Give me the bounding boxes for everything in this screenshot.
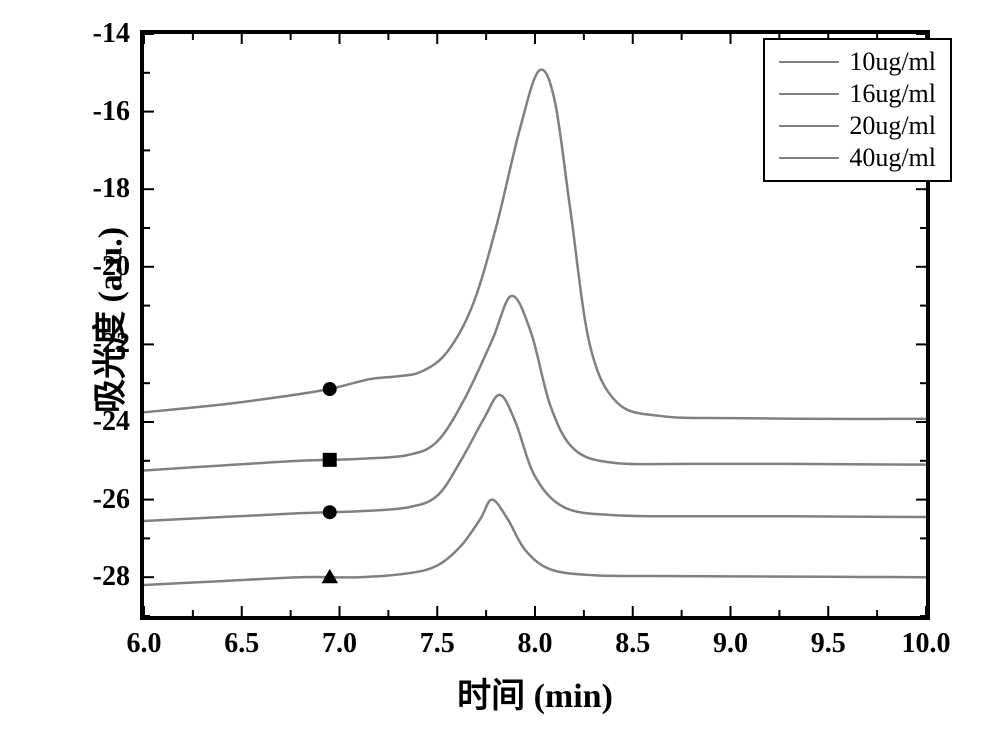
series-16ug/ml	[144, 395, 926, 521]
x-tick-label: 6.5	[224, 628, 259, 660]
y-tick-label: -22	[10, 328, 130, 360]
series-20ug/ml	[144, 296, 926, 471]
x-tick-label: 10.0	[902, 628, 951, 660]
y-tick-label: -24	[10, 406, 130, 438]
legend-label: 40ug/ml	[849, 143, 936, 173]
x-tick-label: 7.0	[322, 628, 357, 660]
x-tick-label: 8.0	[518, 628, 553, 660]
legend-line	[779, 125, 839, 127]
x-tick-label: 8.5	[615, 628, 650, 660]
chart-figure: 吸光度 (a.u.) 时间 (min) 10ug/ml16ug/ml20ug/m…	[0, 0, 1000, 731]
x-axis-label: 时间 (min)	[457, 668, 613, 717]
series-10ug/ml	[144, 500, 926, 585]
legend-label: 10ug/ml	[849, 47, 936, 77]
legend-item: 16ug/ml	[779, 78, 936, 110]
legend: 10ug/ml16ug/ml20ug/ml40ug/ml	[763, 38, 952, 182]
x-tick-label: 9.5	[811, 628, 846, 660]
y-axis-label-text: 吸光度	[93, 311, 130, 413]
legend-line	[779, 157, 839, 159]
y-tick-label: -20	[10, 251, 130, 283]
x-axis-label-text: 时间	[457, 678, 525, 715]
y-tick-label: -14	[10, 18, 130, 50]
legend-line	[779, 93, 839, 95]
legend-item: 40ug/ml	[779, 142, 936, 174]
y-tick-label: -28	[10, 561, 130, 593]
x-tick-label: 9.0	[713, 628, 748, 660]
legend-item: 10ug/ml	[779, 46, 936, 78]
legend-item: 20ug/ml	[779, 110, 936, 142]
y-tick-label: -18	[10, 173, 130, 205]
x-tick-label: 7.5	[420, 628, 455, 660]
legend-label: 20ug/ml	[849, 111, 936, 141]
legend-label: 16ug/ml	[849, 79, 936, 109]
legend-line	[779, 61, 839, 63]
y-tick-label: -16	[10, 96, 130, 128]
x-axis-label-units: (min)	[525, 678, 613, 715]
x-tick-label: 6.0	[127, 628, 162, 660]
y-tick-label: -26	[10, 484, 130, 516]
